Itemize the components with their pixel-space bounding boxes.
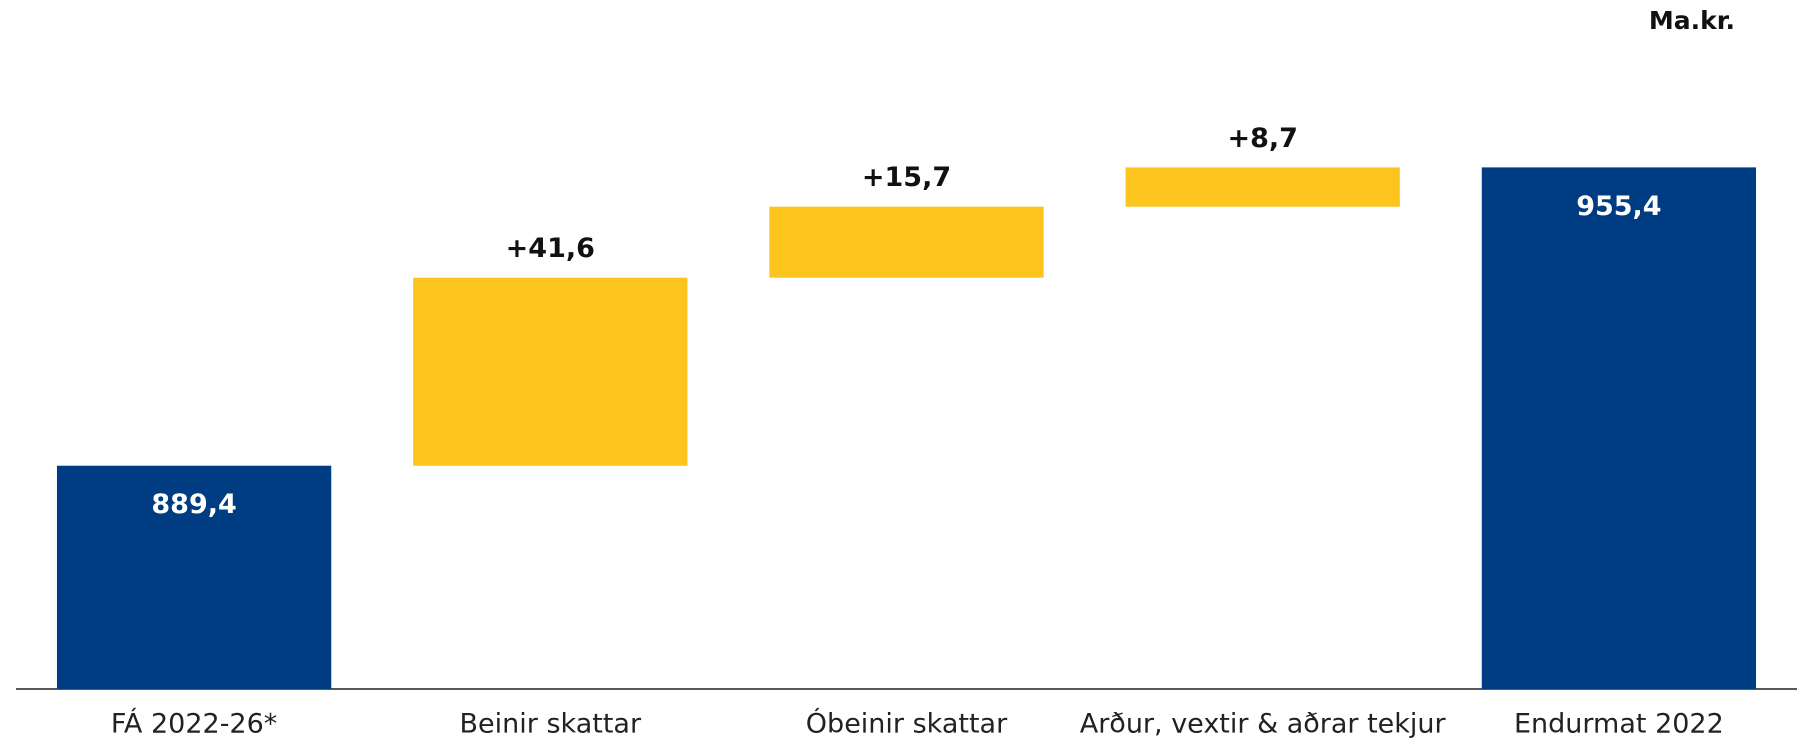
x-tick-label: FÁ 2022-26* bbox=[111, 708, 277, 740]
value-label: 955,4 bbox=[1576, 191, 1661, 222]
x-tick-label: Óbeinir skattar bbox=[806, 708, 1008, 740]
value-label: +41,6 bbox=[506, 233, 595, 264]
x-tick-label: Beinir skattar bbox=[460, 709, 642, 740]
unit-label: Ma.kr. bbox=[1649, 6, 1735, 35]
total-bar bbox=[56, 465, 332, 689]
change-bar bbox=[769, 206, 1044, 278]
value-label: +15,7 bbox=[862, 162, 951, 193]
change-bar bbox=[413, 277, 688, 466]
change-bar bbox=[1125, 167, 1400, 207]
value-label: +8,7 bbox=[1227, 123, 1297, 154]
value-label: 889,4 bbox=[151, 489, 236, 520]
x-tick-label: Arður, vextir & aðrar tekjur bbox=[1080, 709, 1447, 740]
x-tick-label: Endurmat 2022 bbox=[1514, 709, 1724, 740]
total-bar bbox=[1481, 167, 1757, 690]
